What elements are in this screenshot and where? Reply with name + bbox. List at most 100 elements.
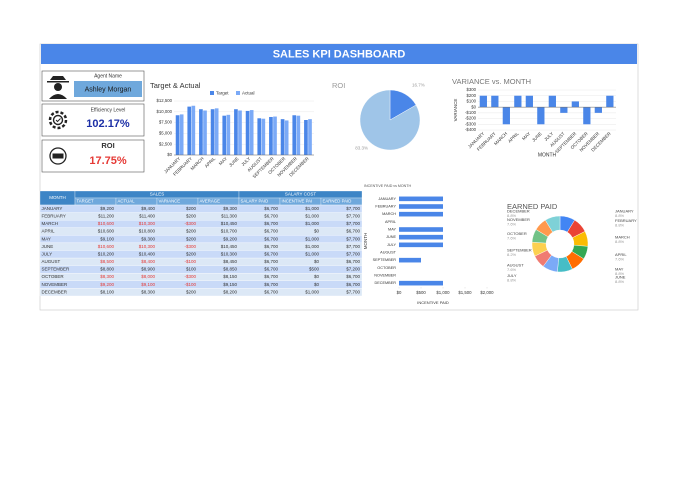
bar [175, 115, 180, 155]
table-cell: $10,400 [139, 251, 156, 256]
bar [214, 108, 219, 155]
table-cell: $8,300 [100, 274, 114, 279]
table-month-cell: OCTOBER [42, 274, 65, 279]
y-tick-label: -$100 [465, 110, 477, 115]
slice-value-label: 8.8% [615, 223, 625, 228]
table-row-bg [39, 288, 363, 297]
table-cell: $1,000 [305, 289, 319, 294]
bar [606, 95, 614, 108]
bar [399, 211, 443, 217]
header-bar [41, 44, 637, 64]
y-tick-label: APRIL [385, 220, 396, 224]
roi-label: ROI [101, 141, 114, 150]
bar [210, 109, 215, 155]
table-month-cell: JULY [42, 251, 53, 256]
y-tick-label: DECEMBER [374, 281, 396, 285]
y-tick-label: $12,500 [156, 98, 172, 103]
table-cell: -$300 [184, 221, 196, 226]
bar [399, 257, 421, 263]
x-tick-label: JULY [543, 131, 554, 142]
bar [525, 95, 533, 108]
bar [222, 115, 227, 155]
table-cell: $6,700 [264, 259, 278, 264]
table-cell: -$100 [184, 282, 196, 287]
table-cell: $7,700 [346, 251, 360, 256]
table-cell: $0 [314, 274, 320, 279]
slice-value-label: 8.2% [507, 252, 517, 257]
bar [399, 280, 443, 286]
bar [257, 118, 262, 155]
table-month-cell: AUGUST [42, 259, 61, 264]
slice-value-label: 8.8% [507, 277, 517, 282]
x-tick-label: JUNE [228, 156, 240, 168]
y-tick-label: $2,500 [159, 141, 173, 146]
table-cell: $0 [314, 259, 320, 264]
table-cell: $6,700 [264, 214, 278, 219]
bar [261, 118, 266, 155]
chart-title: INCENTIVE PAID vs MONTH [364, 184, 411, 188]
table-cell: -$300 [184, 274, 196, 279]
table-cell: $8,150 [223, 274, 237, 279]
slice-value-label: 7.6% [615, 256, 625, 261]
x-tick-label: $1,000 [436, 290, 450, 295]
table-cell: $9,200 [100, 206, 114, 211]
table-column-header-text: AVERAGE [200, 199, 221, 204]
bar [238, 110, 242, 155]
bar [399, 227, 443, 232]
table-cell: $8,850 [223, 267, 237, 272]
table-cell: $1,000 [305, 214, 319, 219]
agent-name-box [74, 81, 142, 97]
table-cell: $200 [186, 251, 197, 256]
agent-icon [47, 76, 69, 99]
table-month-cell: SEPTEMBER [42, 267, 71, 272]
table-cell: $6,700 [264, 274, 278, 279]
table-cell: $7,700 [346, 289, 360, 294]
table-cell: $200 [186, 229, 197, 234]
table-cell: $9,200 [223, 236, 237, 241]
table-cell: $10,800 [139, 229, 156, 234]
slice-label: DECEMBER [507, 208, 530, 213]
table-cell: $100 [186, 267, 197, 272]
legend-swatch [210, 91, 214, 95]
y-tick-label: MAY [388, 228, 396, 232]
y-tick-label: $5,000 [159, 131, 173, 136]
table-cell: $6,700 [264, 289, 278, 294]
table-cell: $6,700 [346, 259, 360, 264]
y-tick-label: MARCH [382, 212, 396, 216]
y-tick-label: $10,000 [156, 109, 172, 114]
bar [179, 114, 184, 155]
table-cell: $200 [186, 206, 197, 211]
slice-label: MAY [615, 266, 624, 271]
table-column-header-text: SALARY PAID [241, 199, 269, 204]
bar [280, 119, 285, 155]
slice-value-label: 16.7% [412, 83, 425, 88]
table-cell: $6,700 [264, 206, 278, 211]
table-cell: $10,600 [98, 221, 115, 226]
table-column-header-text: TARGET [77, 199, 94, 204]
slice-value-label: 8.8% [615, 271, 625, 276]
x-tick-label: $2,000 [480, 290, 494, 295]
bar [514, 95, 522, 108]
bar [304, 120, 308, 155]
table-cell: $10,450 [221, 244, 238, 249]
table-cell: $8,200 [223, 289, 237, 294]
table-cell: $11,400 [139, 214, 155, 219]
bar [273, 116, 277, 155]
table-cell: $10,600 [98, 229, 115, 234]
x-tick-label: JULY [240, 156, 251, 167]
table-cell: $1,000 [305, 236, 319, 241]
table-cell: $8,450 [223, 259, 237, 264]
table-cell: $7,700 [346, 221, 360, 226]
table-month-cell: NOVEMBER [42, 282, 69, 287]
table-month-cell: MARCH [42, 221, 59, 226]
chart-title: Target & Actual [150, 81, 201, 90]
table-cell: $11,300 [221, 214, 237, 219]
table-cell: $200 [186, 289, 197, 294]
bar [491, 95, 499, 108]
efficiency-value: 102.17% [86, 118, 130, 130]
x-tick-label: MAY [521, 131, 531, 141]
agent-label: Agent Name [94, 73, 122, 79]
slice-label: JULY [507, 273, 517, 278]
chart-title: VARIANCE vs. MONTH [452, 77, 531, 86]
